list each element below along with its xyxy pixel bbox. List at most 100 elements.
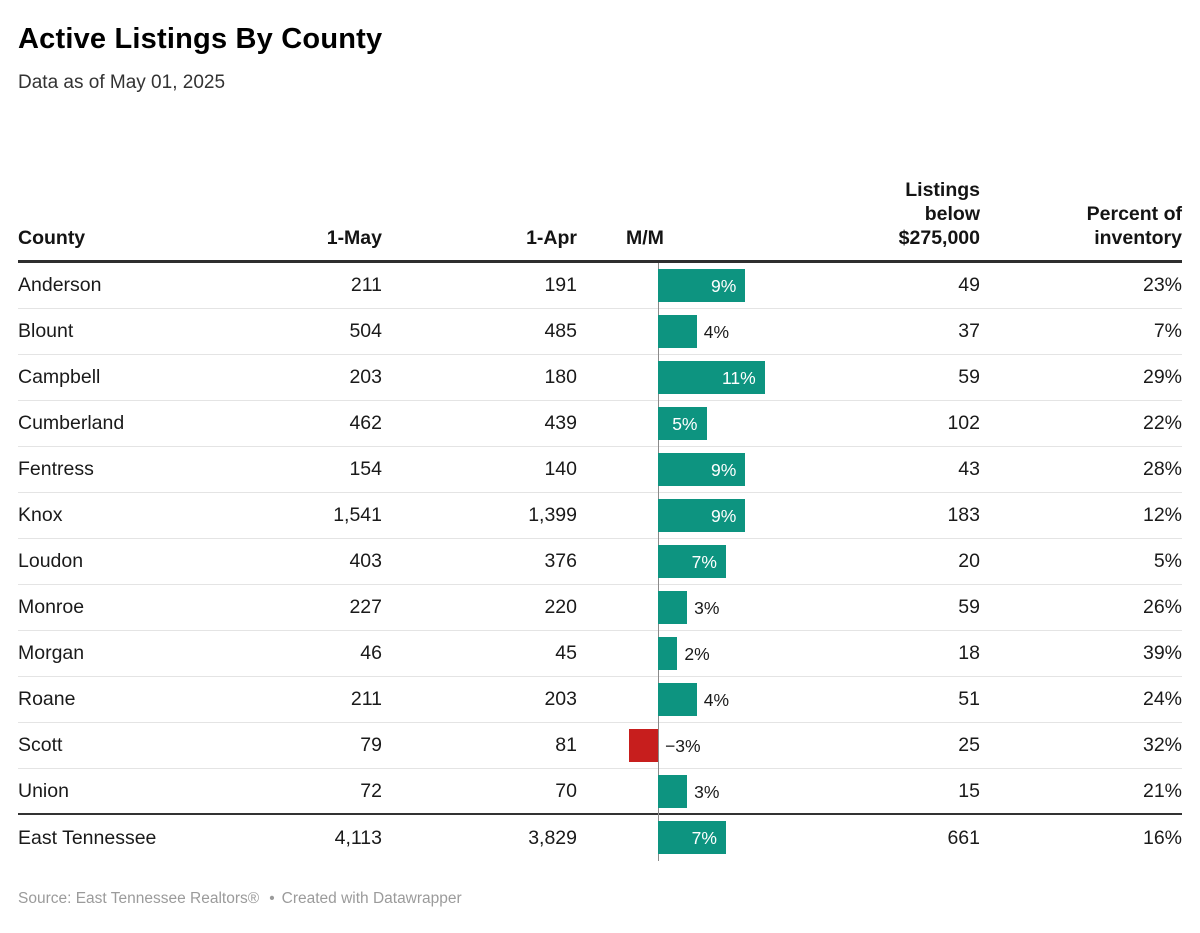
percent-inventory-value: 21% — [1142, 779, 1182, 802]
may-value: 227 — [349, 596, 382, 618]
county-name: Monroe — [18, 596, 85, 618]
positive-change-bar — [658, 637, 678, 670]
table-rows: Anderson 211 191 9% 49 23% Blount 504 48… — [18, 263, 1182, 815]
may-value: 46 — [360, 642, 382, 664]
below-275k-value: 59 — [958, 596, 980, 618]
below-275k-value: 20 — [958, 550, 980, 572]
positive-change-bar — [658, 821, 726, 854]
mm-bar-cell: 3% — [577, 585, 790, 630]
total-below-value: 661 — [947, 826, 980, 849]
apr-value: 376 — [544, 550, 577, 572]
percent-inventory-value: 23% — [1142, 274, 1182, 296]
page-subtitle: Data as of May 01, 2025 — [18, 72, 226, 93]
apr-value: 180 — [544, 366, 577, 388]
column-header-listings-below: Listings below $275,000 — [898, 179, 980, 249]
percent-inventory-value: 32% — [1142, 734, 1182, 756]
page-title: Active Listings By County — [18, 23, 383, 55]
apr-value: 203 — [544, 688, 577, 710]
total-may-value: 4,113 — [334, 826, 382, 849]
total-percent-value: 16% — [1142, 826, 1182, 849]
percent-inventory-value: 22% — [1142, 412, 1182, 434]
positive-change-bar — [658, 499, 746, 532]
percent-inventory-value: 28% — [1142, 458, 1182, 480]
may-value: 79 — [360, 734, 382, 756]
column-header-1-apr: 1-Apr — [526, 227, 577, 249]
positive-change-bar — [658, 361, 765, 394]
table-row: Campbell 203 180 11% 59 29% — [18, 355, 1182, 401]
bar-value-label: 7% — [691, 552, 717, 572]
apr-value: 140 — [544, 458, 577, 480]
total-county: East Tennessee — [18, 826, 157, 849]
apr-value: 485 — [544, 320, 577, 342]
table-row: Fentress 154 140 9% 43 28% — [18, 447, 1182, 493]
bar-value-label: 9% — [711, 460, 737, 480]
percent-inventory-value: 26% — [1142, 596, 1182, 618]
below-275k-value: 18 — [958, 642, 980, 664]
negative-change-bar — [628, 729, 658, 762]
bar-value-label: 4% — [703, 690, 730, 710]
datawrapper-credit-link[interactable]: Created with Datawrapper — [281, 890, 462, 907]
below-275k-value: 102 — [947, 412, 980, 434]
percent-inventory-value: 12% — [1142, 504, 1182, 526]
bar-value-label: −3% — [665, 736, 701, 756]
table-body: Anderson 211 191 9% 49 23% Blount 504 48… — [18, 263, 1182, 861]
below-275k-value: 183 — [947, 504, 980, 526]
bar-value-label: 4% — [703, 322, 730, 342]
below-275k-value: 59 — [958, 366, 980, 388]
source-text: Source: East Tennessee Realtors® — [18, 890, 260, 907]
county-name: Roane — [18, 688, 76, 710]
mm-bar-cell: 11% — [577, 355, 790, 400]
table-row: Monroe 227 220 3% 59 26% — [18, 585, 1182, 631]
county-name: Fentress — [18, 458, 94, 480]
mm-bar-cell: 4% — [577, 309, 790, 354]
column-header-mm: M/M — [626, 227, 664, 249]
bullet-separator: • — [269, 890, 275, 907]
bar-value-label: 2% — [684, 644, 710, 664]
may-value: 211 — [350, 688, 382, 710]
bar-value-label: 9% — [711, 276, 737, 296]
mm-bar-cell: 5% — [577, 401, 790, 446]
positive-change-bar — [658, 269, 746, 302]
may-value: 154 — [349, 458, 382, 480]
positive-change-bar — [658, 775, 688, 808]
county-name: Union — [18, 779, 69, 802]
may-value: 72 — [360, 779, 382, 802]
apr-value: 191 — [544, 274, 577, 296]
may-value: 403 — [349, 550, 382, 572]
apr-value: 70 — [555, 779, 577, 802]
total-apr-value: 3,829 — [528, 826, 577, 849]
bar-value-label: 3% — [694, 782, 720, 802]
positive-change-bar — [658, 315, 697, 348]
county-name: Loudon — [18, 550, 84, 572]
apr-value: 439 — [544, 412, 577, 434]
percent-inventory-value: 5% — [1153, 550, 1182, 572]
positive-change-bar — [658, 453, 746, 486]
bar-value-label: 5% — [672, 414, 698, 434]
mm-bar-cell: 4% — [577, 677, 790, 722]
table-row: Knox 1,541 1,399 9% 183 12% — [18, 493, 1182, 539]
below-275k-value: 43 — [958, 458, 980, 480]
below-275k-value: 37 — [958, 320, 980, 342]
table-row: Cumberland 462 439 5% 102 22% — [18, 401, 1182, 447]
bar-value-label: 3% — [694, 598, 720, 618]
county-name: Campbell — [18, 366, 101, 388]
total-row: East Tennessee 4,113 3,829 7% 661 16% — [18, 815, 1182, 861]
mm-bar-cell: 9% — [577, 447, 790, 492]
positive-change-bar — [658, 545, 726, 578]
below-275k-value: 51 — [958, 688, 980, 710]
may-value: 1,541 — [333, 504, 382, 526]
column-header-county: County — [18, 227, 86, 249]
mm-bar-cell: 7% — [577, 539, 790, 584]
table-row: Anderson 211 191 9% 49 23% — [18, 263, 1182, 309]
apr-value: 81 — [555, 734, 577, 756]
bar-value-label: 11% — [721, 368, 756, 388]
table-row: Blount 504 485 4% 37 7% — [18, 309, 1182, 355]
county-name: Scott — [18, 734, 63, 756]
may-value: 211 — [350, 274, 382, 296]
percent-inventory-value: 7% — [1153, 320, 1182, 342]
positive-change-bar — [658, 591, 688, 624]
total-mm-bar-cell: 7% — [577, 815, 790, 861]
county-name: Morgan — [18, 642, 85, 664]
source-line: Source: East Tennessee Realtors® • Created… — [18, 889, 1182, 909]
